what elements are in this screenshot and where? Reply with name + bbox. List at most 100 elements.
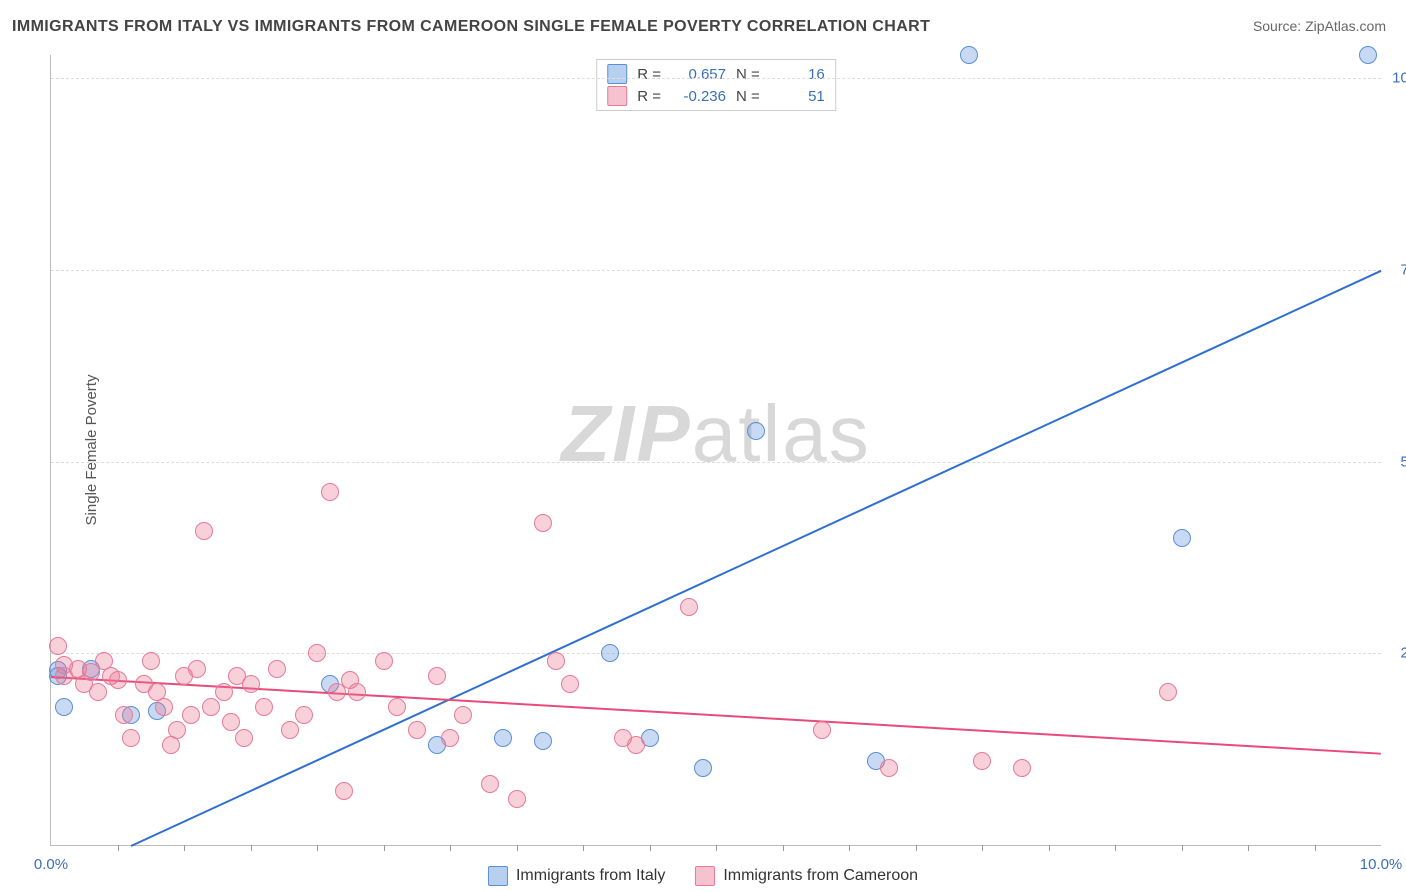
data-point (1159, 683, 1177, 701)
data-point (534, 732, 552, 750)
x-tick (384, 845, 385, 851)
trend-line (130, 270, 1381, 847)
data-point (880, 759, 898, 777)
data-point (188, 660, 206, 678)
data-point (694, 759, 712, 777)
data-point (561, 675, 579, 693)
data-point (308, 644, 326, 662)
data-point (960, 46, 978, 64)
data-point (335, 782, 353, 800)
r-label: R = (637, 88, 661, 105)
data-point (235, 729, 253, 747)
data-point (122, 729, 140, 747)
data-point (222, 713, 240, 731)
data-point (202, 698, 220, 716)
data-point (89, 683, 107, 701)
data-point (1359, 46, 1377, 64)
gridline (51, 653, 1381, 654)
legend-swatch-italy-icon (488, 866, 508, 886)
x-tick-label: 0.0% (34, 856, 68, 873)
data-point (1173, 529, 1191, 547)
gridline (51, 78, 1381, 79)
data-point (49, 637, 67, 655)
x-tick (1248, 845, 1249, 851)
correlation-legend: R = 0.657 N = 16 R = -0.236 N = 51 (596, 59, 836, 111)
x-tick (118, 845, 119, 851)
data-point (155, 698, 173, 716)
x-tick (1049, 845, 1050, 851)
data-point (747, 422, 765, 440)
x-tick (982, 845, 983, 851)
plot-area: ZIPatlas Single Female Poverty R = 0.657… (50, 55, 1381, 846)
data-point (321, 483, 339, 501)
data-point (281, 721, 299, 739)
data-point (601, 644, 619, 662)
source-label: Source: ZipAtlas.com (1253, 18, 1386, 34)
y-tick-label: 100.0% (1392, 70, 1406, 87)
data-point (508, 790, 526, 808)
x-tick (916, 845, 917, 851)
legend-swatch-cameroon-icon (695, 866, 715, 886)
data-point (195, 522, 213, 540)
legend-item-cameroon: Immigrants from Cameroon (695, 866, 918, 886)
x-tick (517, 845, 518, 851)
data-point (268, 660, 286, 678)
x-tick (849, 845, 850, 851)
data-point (973, 752, 991, 770)
data-point (168, 721, 186, 739)
y-tick-label: 50.0% (1400, 453, 1406, 470)
x-tick (1182, 845, 1183, 851)
data-point (388, 698, 406, 716)
legend-row-cameroon: R = -0.236 N = 51 (607, 86, 825, 106)
x-tick (251, 845, 252, 851)
legend-label-cameroon: Immigrants from Cameroon (723, 867, 918, 885)
x-tick (650, 845, 651, 851)
y-axis-label: Single Female Poverty (83, 375, 100, 526)
data-point (182, 706, 200, 724)
data-point (55, 698, 73, 716)
legend-swatch-cameroon (607, 86, 627, 106)
n-label: N = (736, 88, 760, 105)
data-point (375, 652, 393, 670)
data-point (215, 683, 233, 701)
data-point (1013, 759, 1031, 777)
data-point (441, 729, 459, 747)
gridline (51, 462, 1381, 463)
r-label: R = (637, 66, 661, 83)
data-point (115, 706, 133, 724)
data-point (348, 683, 366, 701)
data-point (295, 706, 313, 724)
data-point (162, 736, 180, 754)
x-tick (583, 845, 584, 851)
n-value-italy: 16 (770, 66, 825, 83)
x-tick (184, 845, 185, 851)
data-point (428, 667, 446, 685)
data-point (255, 698, 273, 716)
gridline (51, 270, 1381, 271)
x-tick (716, 845, 717, 851)
legend-item-italy: Immigrants from Italy (488, 866, 665, 886)
x-tick (1315, 845, 1316, 851)
x-tick (1115, 845, 1116, 851)
r-value-cameroon: -0.236 (671, 88, 726, 105)
data-point (454, 706, 472, 724)
data-point (534, 514, 552, 532)
x-tick (450, 845, 451, 851)
y-tick-label: 25.0% (1400, 645, 1406, 662)
watermark-atlas: atlas (692, 389, 871, 478)
data-point (627, 736, 645, 754)
x-tick (317, 845, 318, 851)
x-tick-label: 10.0% (1360, 856, 1403, 873)
data-point (680, 598, 698, 616)
watermark: ZIPatlas (561, 388, 870, 480)
chart-title: IMMIGRANTS FROM ITALY VS IMMIGRANTS FROM… (12, 18, 930, 36)
data-point (494, 729, 512, 747)
data-point (109, 671, 127, 689)
r-value-italy: 0.657 (671, 66, 726, 83)
y-tick-label: 75.0% (1400, 261, 1406, 278)
data-point (547, 652, 565, 670)
data-point (481, 775, 499, 793)
data-point (408, 721, 426, 739)
chart-container: IMMIGRANTS FROM ITALY VS IMMIGRANTS FROM… (0, 0, 1406, 892)
data-point (242, 675, 260, 693)
